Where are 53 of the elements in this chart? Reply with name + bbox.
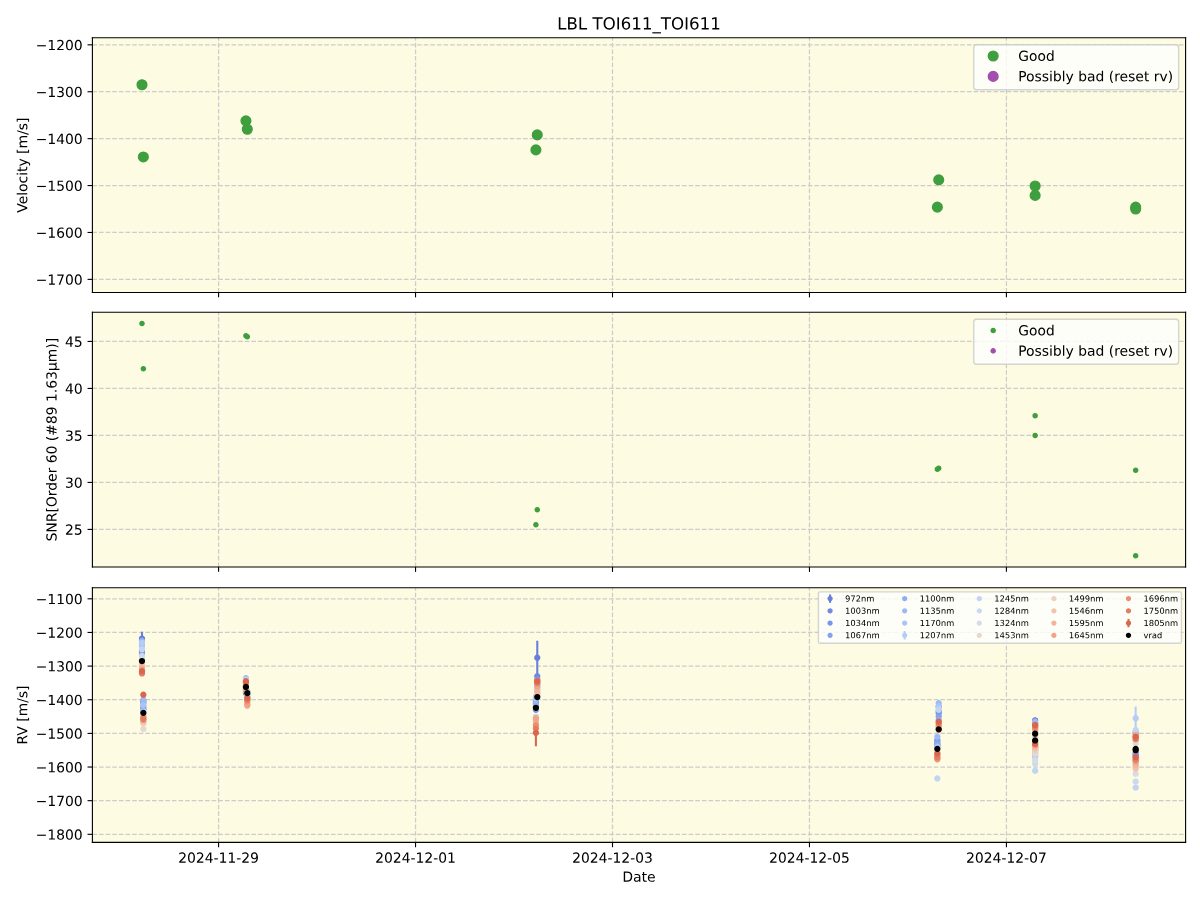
y-tick-label: −1100	[37, 593, 82, 605]
legend-label: 1595nm	[1069, 619, 1103, 627]
legend-label: 1034nm	[845, 619, 879, 627]
legend-label: 1245nm	[995, 595, 1029, 602]
y-tick-label: −1200	[37, 39, 82, 51]
y-tick-label: −1300	[37, 86, 82, 98]
legend-label: 1067nm	[845, 632, 879, 639]
y-axis-title: SNR[Order 60 (#89 1.63μm)]	[46, 339, 60, 541]
legend-label: 1696nm	[1144, 595, 1178, 602]
legend-label: Possibly bad (reset rv)	[1019, 70, 1172, 85]
y-tick-label: 45	[65, 336, 82, 347]
legend-label: 1499nm	[1069, 595, 1103, 602]
y-tick-label: −1800	[37, 829, 82, 840]
legend-label: vrad	[1143, 631, 1162, 639]
legend-label: 1546nm	[1069, 607, 1103, 614]
x-tick-label: 2024-12-01	[376, 852, 455, 863]
y-tick-label: −1400	[37, 694, 82, 706]
legend-label: 1284nm	[995, 607, 1029, 614]
legend-label: Good	[1018, 324, 1054, 336]
legend-label: 1645nm	[1069, 632, 1103, 639]
x-tick-label: 2024-12-03	[573, 852, 652, 863]
legend-label: Good	[1018, 50, 1054, 62]
y-tick-label: −1700	[37, 795, 82, 807]
legend-label: 1207nm	[920, 632, 954, 639]
y-axis-title: RV [m/s]	[16, 686, 30, 744]
x-tick-label: 2024-12-07	[967, 852, 1046, 863]
y-tick-label: −1500	[37, 180, 82, 192]
x-axis-title: Date	[623, 871, 655, 882]
legend-label: 1805nm	[1144, 619, 1178, 627]
y-tick-label: 25	[66, 524, 82, 535]
y-tick-label: −1300	[37, 661, 82, 672]
x-tick-label: 2024-12-05	[770, 852, 849, 863]
legend-label: 1453nm	[995, 632, 1029, 639]
legend-label: 972nm	[845, 595, 874, 602]
legend-label: 1100nm	[920, 595, 954, 602]
y-tick-label: −1400	[37, 133, 82, 145]
y-tick-label: 35	[66, 430, 82, 441]
legend-label: Possibly bad (reset rv)	[1019, 345, 1172, 359]
x-tick-label: 2024-11-29	[179, 852, 258, 863]
legend-label: 1003nm	[845, 607, 879, 614]
legend-label: 1324nm	[995, 619, 1029, 627]
y-tick-label: −1600	[37, 762, 82, 773]
y-tick-label: −1200	[37, 627, 82, 638]
legend-label: 1750nm	[1144, 607, 1178, 614]
legend-label: 1135nm	[920, 607, 954, 614]
chart-title: LBL TOI611_TOI611	[558, 17, 720, 34]
y-tick-label: −1700	[37, 274, 82, 285]
legend-label: 1170nm	[920, 619, 954, 627]
y-tick-label: −1500	[37, 728, 82, 739]
y-tick-label: 30	[66, 477, 82, 488]
y-tick-label: 40	[65, 383, 82, 394]
y-tick-label: −1600	[37, 227, 82, 238]
y-axis-title: Velocity [m/s]	[16, 118, 31, 213]
